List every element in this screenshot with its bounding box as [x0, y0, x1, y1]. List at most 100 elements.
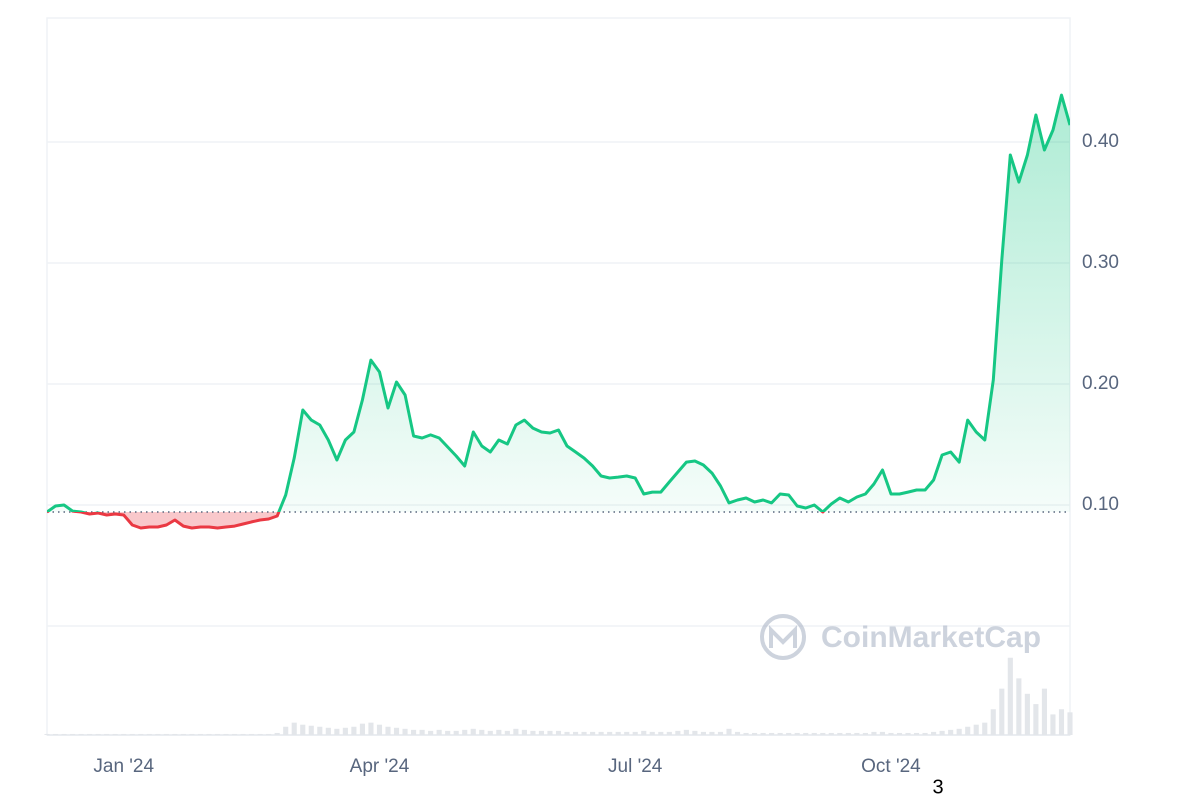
- volume-bar: [1067, 712, 1073, 735]
- volume-bar: [291, 722, 297, 735]
- volume-bar: [1041, 688, 1047, 735]
- volume-bar: [146, 733, 152, 735]
- volume-bar: [931, 731, 937, 735]
- volume-bar: [453, 730, 459, 735]
- volume-bar: [845, 732, 851, 735]
- volume-bar: [820, 732, 826, 735]
- volume-bar: [172, 733, 178, 735]
- x-tick-label: Oct '24: [861, 756, 921, 777]
- volume-bar: [811, 732, 817, 735]
- volume-bar: [231, 733, 238, 735]
- volume-bar: [52, 733, 59, 735]
- volume-bar: [163, 733, 169, 735]
- volume-bar: [402, 728, 408, 735]
- volume-bar: [879, 731, 886, 735]
- volume-bar: [206, 733, 212, 735]
- volume-bar: [393, 727, 400, 735]
- volume-bar: [564, 731, 570, 735]
- volume-bar: [905, 732, 911, 735]
- volume-bar: [752, 732, 758, 735]
- volume-bar: [112, 733, 118, 735]
- x-tick-label: Apr '24: [350, 756, 410, 777]
- volume-bar: [854, 732, 860, 735]
- volume-bar: [325, 727, 331, 735]
- volume-bar: [607, 731, 613, 735]
- volume-bar: [658, 731, 664, 735]
- volume-bar: [240, 733, 246, 735]
- volume-bar: [513, 728, 519, 735]
- volume-bar: [70, 733, 76, 735]
- x-tick-label: Jul '24: [608, 756, 663, 777]
- volume-bar: [359, 723, 365, 735]
- volume-bar: [999, 688, 1005, 735]
- volume-bar: [717, 731, 724, 735]
- price-line-below: [47, 512, 825, 530]
- volume-bar: [743, 732, 749, 735]
- volume-bar: [641, 730, 647, 735]
- volume-bar: [351, 726, 357, 735]
- volume-bar: [896, 732, 903, 735]
- volume-bar: [257, 733, 263, 735]
- volume-bar: [266, 733, 272, 735]
- volume-bar: [547, 730, 553, 735]
- volume-bar: [666, 731, 672, 735]
- volume-bar: [1016, 678, 1022, 735]
- volume-bar: [965, 726, 971, 735]
- volume-bar: [760, 732, 766, 735]
- volume-bar: [61, 733, 67, 735]
- volume-bar: [44, 733, 50, 735]
- volume-bar: [700, 731, 706, 735]
- watermark-logo: [760, 614, 806, 660]
- volume-bar: [376, 724, 383, 735]
- volume-bar: [1007, 657, 1013, 735]
- volume-bar: [496, 729, 502, 735]
- price-line-above: [47, 93, 1070, 513]
- volume-bar: [624, 731, 630, 735]
- volume-bar: [334, 728, 340, 735]
- volume-bar: [862, 732, 868, 735]
- volume-bar: [368, 722, 374, 735]
- volume-bar: [973, 724, 979, 735]
- volume-bar: [87, 733, 93, 735]
- volume-bar: [317, 726, 323, 735]
- volume-bar: [572, 731, 579, 735]
- x-tick-label: Jan '24: [93, 756, 154, 777]
- volume-bar: [419, 729, 425, 735]
- volume-bar: [121, 733, 127, 735]
- footer-text: 3: [932, 776, 943, 798]
- volume-bar: [189, 733, 195, 735]
- volume-bar: [223, 733, 229, 735]
- volume-bar: [530, 730, 536, 735]
- volume-bar: [726, 728, 732, 735]
- volume-bar: [982, 722, 988, 735]
- volume-bar: [1050, 714, 1056, 735]
- volume-bar: [555, 730, 562, 735]
- volume-bar: [428, 730, 434, 735]
- volume-bar: [300, 724, 306, 735]
- volume-bar: [470, 728, 476, 735]
- volume-bar: [385, 726, 391, 735]
- volume-bar: [692, 730, 698, 735]
- volume-bar: [411, 729, 417, 735]
- volume-bar: [138, 733, 144, 735]
- volume-bar: [922, 732, 928, 735]
- volume-bar: [180, 733, 186, 735]
- area-above: [47, 95, 1070, 513]
- volume-bar: [479, 729, 485, 735]
- y-tick-label: 0.10: [1082, 494, 1119, 515]
- volume-bar: [871, 731, 877, 735]
- volume-bar: [214, 733, 221, 735]
- volume-bar: [615, 731, 621, 735]
- volume-bar: [803, 732, 809, 735]
- volume-bar: [786, 732, 792, 735]
- volume-bar: [598, 731, 604, 735]
- volume-bar: [769, 732, 775, 735]
- volume-bar: [95, 733, 101, 735]
- volume-bar: [990, 709, 996, 735]
- watermark-text: CoinMarketCap: [821, 621, 1041, 654]
- volume-bar: [283, 726, 289, 735]
- volume-bar: [436, 729, 442, 735]
- y-tick-label: 0.20: [1082, 373, 1119, 394]
